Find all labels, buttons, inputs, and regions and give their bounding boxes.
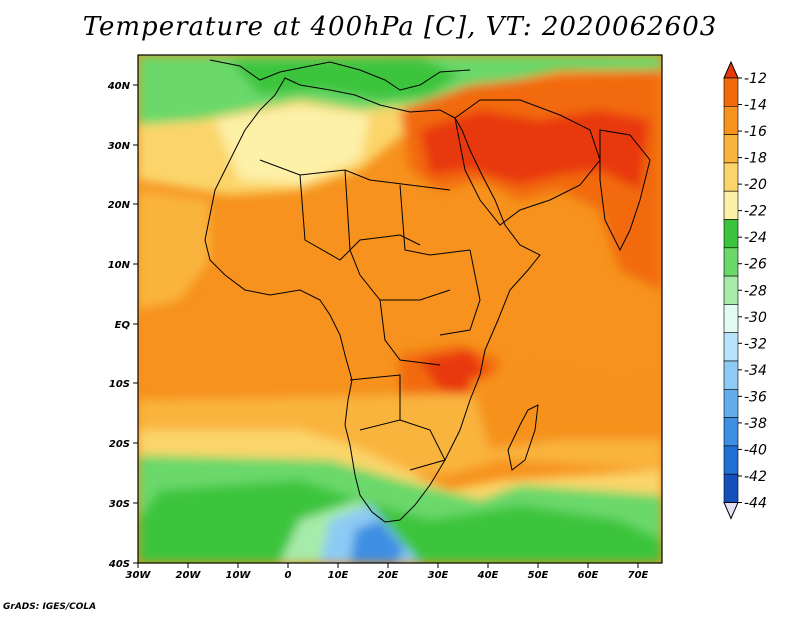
lon-tick-label: 0 [285, 570, 292, 581]
colorbar-segment [723, 445, 739, 475]
colorbar-label: -14 [744, 98, 767, 114]
colorbar-bottom-arrow [723, 502, 739, 520]
lon-tick-label: 20W [176, 570, 202, 581]
colorbar-segment [723, 360, 739, 390]
colorbar-label: -24 [744, 230, 767, 246]
colorbar-segment [723, 247, 739, 277]
lon-tick-label: 50E [528, 570, 549, 581]
colorbar-label: -36 [744, 389, 767, 405]
lat-tick-label: 20N [108, 200, 131, 211]
grads-credit: GrADS: IGES/COLA [3, 602, 97, 612]
lon-tick-label: 60E [578, 570, 599, 581]
colorbar-label: -44 [744, 496, 767, 512]
lat-tick-label: 10N [108, 260, 131, 271]
colorbar-label: -40 [744, 442, 767, 458]
colorbar-segment [723, 134, 739, 164]
colorbar-label: -30 [744, 310, 767, 326]
colorbar-label: -42 [744, 469, 767, 485]
lon-tick-label: 30W [126, 570, 152, 581]
lon-axis: 30W 20W 10W 0 10E 20E 30E 40E 50E 60E 70… [126, 563, 649, 581]
colorbar-label: -12 [744, 71, 767, 87]
colorbar-segment [723, 219, 739, 249]
colorbar-label: -34 [744, 363, 767, 379]
lon-tick-label: 40E [477, 570, 499, 581]
colorbar-segment [723, 190, 739, 220]
lat-tick-label: 30N [108, 141, 131, 152]
lat-tick-label: 20S [109, 439, 130, 450]
colorbar-segment [723, 304, 739, 333]
colorbar-label: -22 [744, 204, 767, 220]
colorbar-segment [723, 162, 739, 192]
colorbar-segment [723, 275, 739, 305]
coastlines [204, 59, 651, 523]
lon-tick-label: 70E [628, 570, 649, 581]
map-title: Temperature at 400hPa [C], VT: 202006260… [82, 12, 718, 42]
colorbar-segment [723, 77, 739, 107]
colorbar-label: -38 [744, 416, 767, 432]
colorbar-top-arrow [723, 60, 739, 79]
colorbar-segment [723, 332, 739, 362]
temperature-field [138, 55, 662, 563]
colorbar-label: -20 [744, 177, 767, 193]
map-frame [137, 54, 663, 564]
colorbar: -12 -14 -16 -18 -20 -22 -24 -26 -28 -30 -32 -34 -36 -… [723, 60, 767, 520]
colorbar-label: -28 [744, 283, 767, 299]
lat-tick-label: EQ [115, 320, 131, 331]
colorbar-segment [723, 388, 739, 418]
lon-tick-label: 30E [428, 570, 449, 581]
colorbar-label: -18 [744, 151, 767, 167]
lat-tick-label: 40N [107, 81, 131, 92]
lat-tick-label: 10S [109, 379, 130, 390]
lat-tick-label: 30S [109, 499, 130, 510]
lon-tick-label: 10E [328, 570, 349, 581]
colorbar-segment [723, 106, 739, 135]
colorbar-segment [723, 473, 739, 503]
lon-tick-label: 20E [378, 570, 399, 581]
lat-tick-label: 40S [108, 559, 130, 570]
colorbar-label: -26 [744, 257, 767, 273]
lat-axis: 40N 30N 20N 10N EQ 10S 20S 30S 40S [107, 81, 138, 570]
colorbar-segment [723, 417, 739, 447]
colorbar-label: -16 [744, 124, 767, 140]
colorbar-label: -32 [744, 336, 767, 352]
lon-tick-label: 10W [226, 570, 252, 581]
